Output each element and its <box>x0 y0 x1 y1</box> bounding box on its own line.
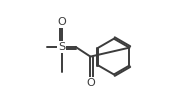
Text: S: S <box>58 42 65 52</box>
Text: O: O <box>57 17 66 27</box>
Text: O: O <box>86 78 95 88</box>
